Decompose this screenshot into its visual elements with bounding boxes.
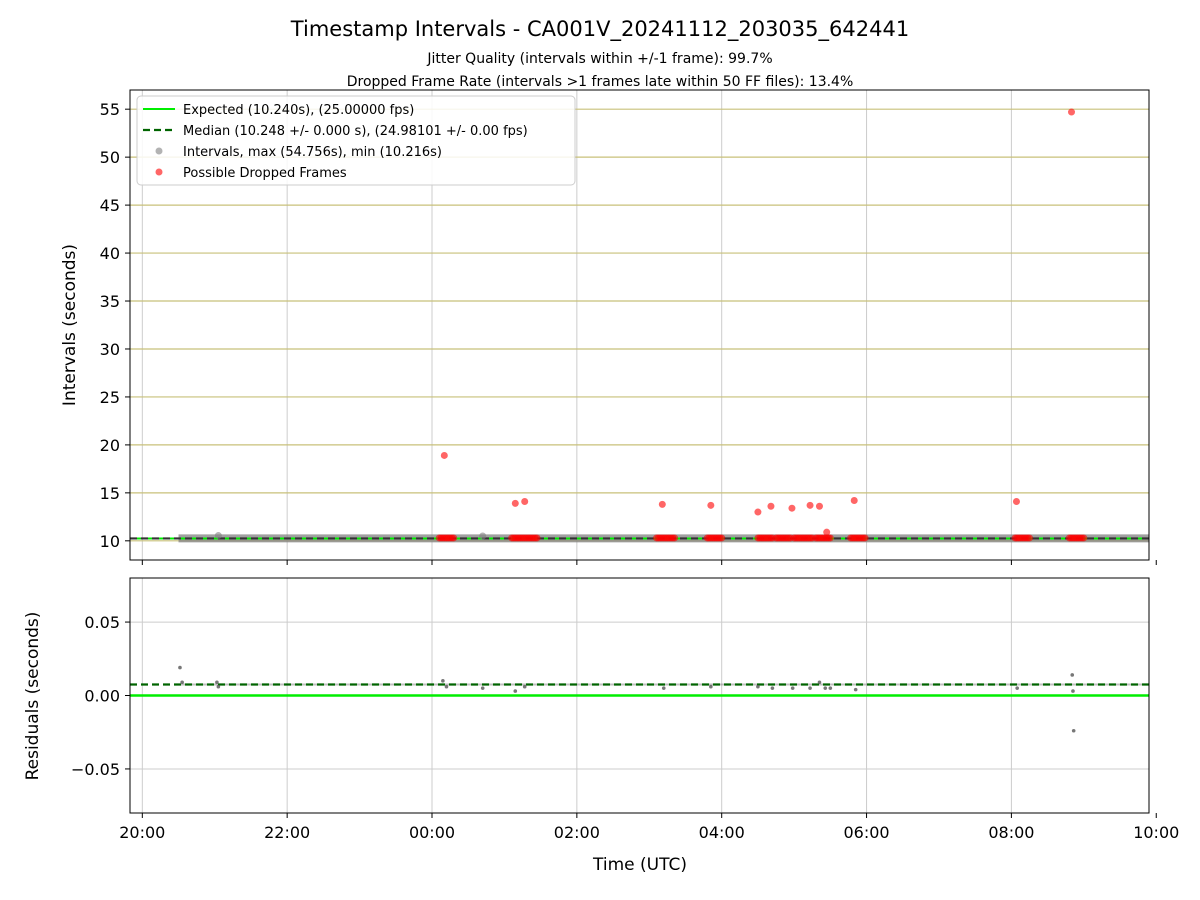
bottom-y-tick-label: 0.05 bbox=[84, 613, 120, 632]
dropped-frame-point bbox=[788, 504, 796, 512]
residual-point bbox=[756, 684, 760, 689]
top-y-axis-label: Intervals (seconds) bbox=[60, 244, 80, 406]
residual-point bbox=[480, 686, 485, 690]
x-tick-label: 08:00 bbox=[988, 823, 1034, 842]
residual-point bbox=[817, 680, 822, 685]
bottom-y-tick-label: 0.00 bbox=[84, 687, 120, 706]
top-y-tick-label: 45 bbox=[100, 196, 120, 215]
legend-median-label: Median (10.248 +/- 0.000 s), (24.98101 +… bbox=[183, 124, 528, 139]
legend-expected-label: Expected (10.240s), (25.00000 fps) bbox=[183, 103, 414, 118]
residual-point bbox=[770, 686, 775, 690]
dropped-frame-point bbox=[718, 534, 726, 542]
residual-point bbox=[1070, 673, 1075, 677]
x-tick-label: 06:00 bbox=[843, 823, 889, 842]
legend: Expected (10.240s), (25.00000 fps) Media… bbox=[136, 95, 576, 186]
top-y-tick-label: 35 bbox=[100, 292, 120, 311]
residual-point bbox=[823, 686, 828, 690]
dropped-frame-point bbox=[754, 508, 762, 516]
dropped-frame-point bbox=[450, 534, 458, 542]
residual-point bbox=[522, 684, 527, 689]
dropped-frame-point bbox=[521, 497, 529, 505]
residual-point bbox=[444, 684, 449, 689]
residual-point bbox=[513, 689, 518, 693]
dropped-frame-point bbox=[861, 534, 869, 542]
top-y-tick-label: 30 bbox=[100, 340, 120, 359]
dropped-frame-point bbox=[826, 534, 834, 542]
residual-point bbox=[1071, 728, 1076, 733]
interval-point bbox=[479, 532, 487, 540]
x-tick-label: 20:00 bbox=[119, 823, 165, 842]
top-plot-marks bbox=[130, 108, 1149, 543]
legend-dropped-label: Possible Dropped Frames bbox=[183, 166, 347, 181]
dropped-frame-point bbox=[440, 451, 448, 459]
residual-point bbox=[180, 680, 184, 685]
interval-point bbox=[214, 532, 222, 540]
dropped-frame-point bbox=[671, 534, 679, 542]
dropped-frame-point bbox=[823, 528, 831, 536]
dropped-frame-point bbox=[1068, 108, 1076, 116]
residual-point bbox=[441, 679, 445, 683]
legend-dropped-marker bbox=[155, 168, 163, 176]
chart-subtitle-jitter: Jitter Quality (intervals within +/-1 fr… bbox=[426, 51, 772, 67]
top-y-tick-label: 10 bbox=[100, 532, 120, 551]
x-tick-label: 04:00 bbox=[699, 823, 745, 842]
top-y-tick-label: 15 bbox=[100, 484, 120, 503]
x-axis-label: Time (UTC) bbox=[592, 855, 687, 875]
x-tick-label: 02:00 bbox=[554, 823, 600, 842]
dropped-frame-point bbox=[767, 502, 775, 510]
dropped-frame-point bbox=[533, 534, 541, 542]
residual-point bbox=[215, 680, 219, 685]
top-y-tick-label: 20 bbox=[100, 436, 120, 455]
dropped-frame-point bbox=[1026, 534, 1034, 542]
dropped-frame-point bbox=[511, 499, 519, 507]
residual-point bbox=[178, 665, 182, 670]
bottom-plot-marks bbox=[130, 665, 1149, 733]
residual-point bbox=[808, 686, 812, 690]
residual-point bbox=[1015, 686, 1019, 690]
legend-intervals-label: Intervals, max (54.756s), min (10.216s) bbox=[183, 145, 442, 160]
residual-point bbox=[1071, 689, 1075, 693]
residual-point bbox=[790, 686, 795, 690]
axis-ticks: 20:00 22:00 00:00 02:00 04:00 06:00 08:00 10:00… bbox=[71, 100, 1179, 842]
dropped-frame-point bbox=[707, 501, 715, 509]
legend-box bbox=[136, 95, 576, 186]
dropped-frame-point bbox=[1012, 497, 1020, 505]
chart-subtitle-dropped: Dropped Frame Rate (intervals >1 frames … bbox=[347, 74, 854, 90]
legend-intervals-marker bbox=[155, 147, 163, 155]
dropped-frame-point bbox=[815, 502, 823, 510]
residual-point bbox=[828, 686, 833, 690]
dropped-frame-point bbox=[806, 501, 814, 509]
dropped-frame-point bbox=[658, 500, 666, 508]
bottom-y-tick-label: −0.05 bbox=[71, 760, 120, 779]
residual-point bbox=[661, 686, 666, 690]
residual-point bbox=[709, 684, 713, 689]
residual-point bbox=[216, 684, 221, 689]
x-tick-label: 22:00 bbox=[264, 823, 310, 842]
x-tick-label: 10:00 bbox=[1133, 823, 1179, 842]
bottom-y-axis-label: Residuals (seconds) bbox=[23, 612, 43, 781]
top-y-tick-label: 25 bbox=[100, 388, 120, 407]
top-y-tick-label: 40 bbox=[100, 244, 120, 263]
top-y-tick-label: 50 bbox=[100, 148, 120, 167]
residual-point bbox=[853, 687, 858, 692]
top-plot-frame bbox=[129, 89, 1150, 561]
chart-title: Timestamp Intervals - CA001V_20241112_20… bbox=[290, 17, 909, 42]
dropped-frame-point bbox=[850, 497, 858, 505]
dropped-frame-point bbox=[1080, 534, 1088, 542]
x-tick-label: 00:00 bbox=[409, 823, 455, 842]
top-y-tick-label: 55 bbox=[100, 100, 120, 119]
